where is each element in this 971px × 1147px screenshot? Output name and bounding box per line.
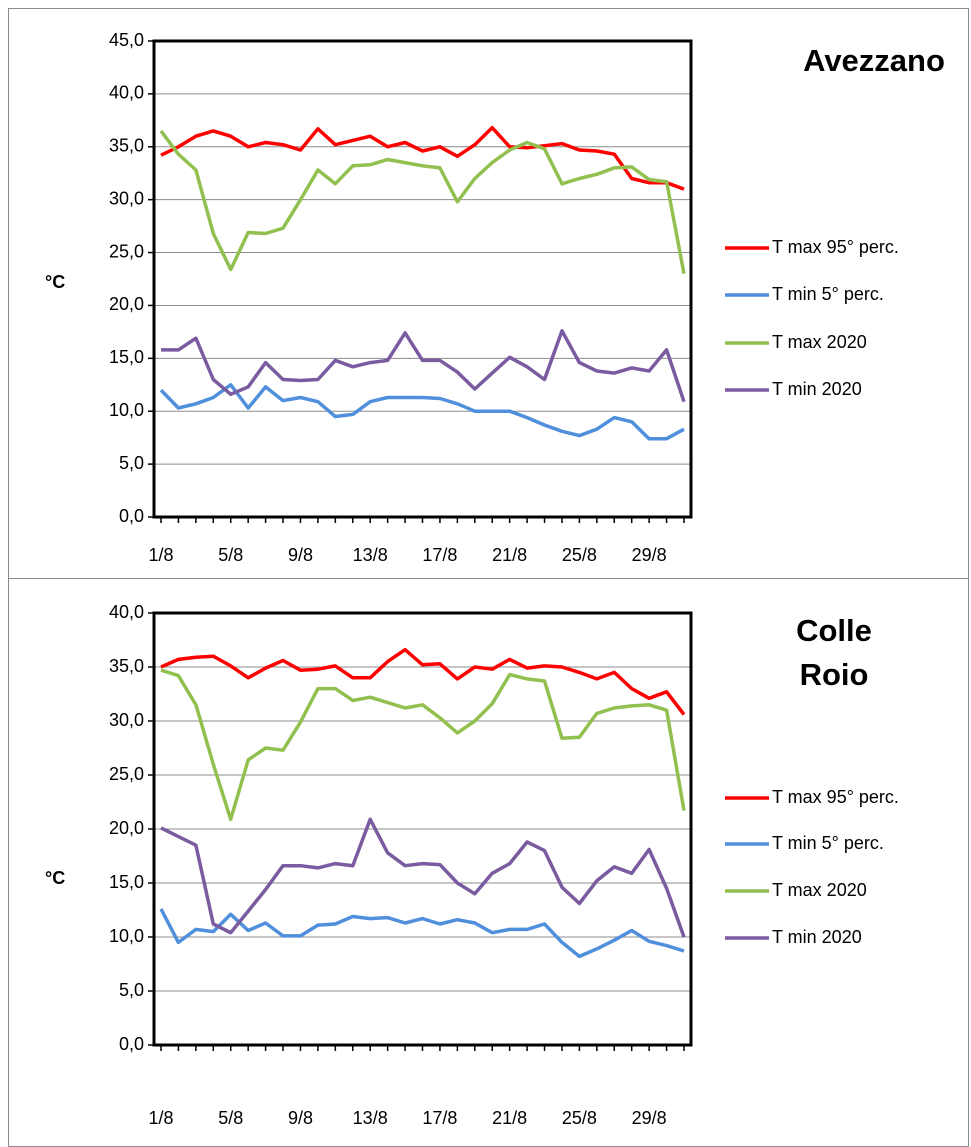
series-line: [159, 129, 686, 275]
y-tick-label: 25,0: [109, 241, 144, 261]
x-tick-label: 21/8: [492, 1108, 527, 1128]
y-tick-label: 30,0: [109, 710, 144, 730]
y-tick-label: 40,0: [109, 602, 144, 622]
legend-label: T min 2020: [772, 379, 862, 399]
x-tick-label: 9/8: [288, 545, 313, 565]
x-tick-label: 5/8: [218, 545, 243, 565]
legend-label: T max 95° perc.: [772, 237, 899, 257]
y-tick-label: 0,0: [119, 1034, 144, 1054]
y-axis-label: °C: [45, 868, 65, 888]
legend-label: T min 5° perc.: [772, 833, 884, 853]
x-tick-label: 17/8: [422, 1108, 457, 1128]
series-line: [161, 329, 686, 403]
legend-label: T min 5° perc.: [772, 284, 884, 304]
plot-frame: [152, 611, 693, 1047]
chart-title: Colle Roio: [796, 613, 872, 692]
y-tick-label: 15,0: [109, 347, 144, 367]
x-tick-label: 25/8: [562, 545, 597, 565]
x-tick-label: 5/8: [218, 1108, 243, 1128]
legend-label: T max 2020: [772, 880, 867, 900]
legend-label: T max 95° perc.: [772, 787, 899, 807]
y-tick-label: 20,0: [109, 818, 144, 838]
y-tick-label: 30,0: [109, 188, 144, 208]
series-line: [160, 668, 686, 822]
chart: 0,0 5,0 10,0 15,0 20,0 25,0 30,0 35,0 40,0 45,0 1/…: [45, 30, 899, 565]
chart-title: Avezzano: [803, 43, 945, 78]
y-tick-label: 20,0: [109, 294, 144, 314]
chart-panel: 0,0 5,0 10,0 15,0 20,0 25,0 30,0 35,0 40,0 1/8 5/8…: [8, 578, 969, 1147]
x-tick-label: 1/8: [148, 1108, 173, 1128]
series-line: [159, 908, 685, 959]
y-tick-label: 0,0: [119, 506, 144, 526]
x-tick-label: 21/8: [492, 545, 527, 565]
x-tick-label: 25/8: [562, 1108, 597, 1128]
series-line: [160, 817, 686, 938]
x-tick-label: 13/8: [353, 1108, 388, 1128]
legend-label: T min 2020: [772, 927, 862, 947]
x-tick-label: 13/8: [353, 545, 388, 565]
x-tick-label: 29/8: [632, 545, 667, 565]
x-tick-label: 17/8: [422, 545, 457, 565]
x-tick-label: 9/8: [288, 1108, 313, 1128]
y-tick-label: 10,0: [109, 926, 144, 946]
y-axis-label: °C: [45, 272, 65, 292]
series-line: [160, 125, 685, 191]
plot-frame: [152, 39, 693, 519]
legend-label: T max 2020: [772, 332, 867, 352]
y-tick-label: 45,0: [109, 30, 144, 50]
x-tick-label: 29/8: [632, 1108, 667, 1128]
y-tick-label: 35,0: [109, 136, 144, 156]
y-tick-label: 10,0: [109, 400, 144, 420]
series-line: [159, 383, 685, 441]
y-tick-label: 35,0: [109, 656, 144, 676]
y-tick-label: 5,0: [119, 453, 144, 473]
x-tick-label: 1/8: [148, 545, 173, 565]
y-tick-label: 5,0: [119, 980, 144, 1000]
series-line: [160, 647, 686, 716]
y-tick-label: 40,0: [109, 83, 144, 103]
y-tick-label: 15,0: [109, 872, 144, 892]
y-tick-label: 25,0: [109, 764, 144, 784]
chart: 0,0 5,0 10,0 15,0 20,0 25,0 30,0 35,0 40,0 1/8 5/8…: [45, 602, 899, 1128]
chart-panel: 0,0 5,0 10,0 15,0 20,0 25,0 30,0 35,0 40,0 45,0 1/…: [8, 8, 969, 580]
